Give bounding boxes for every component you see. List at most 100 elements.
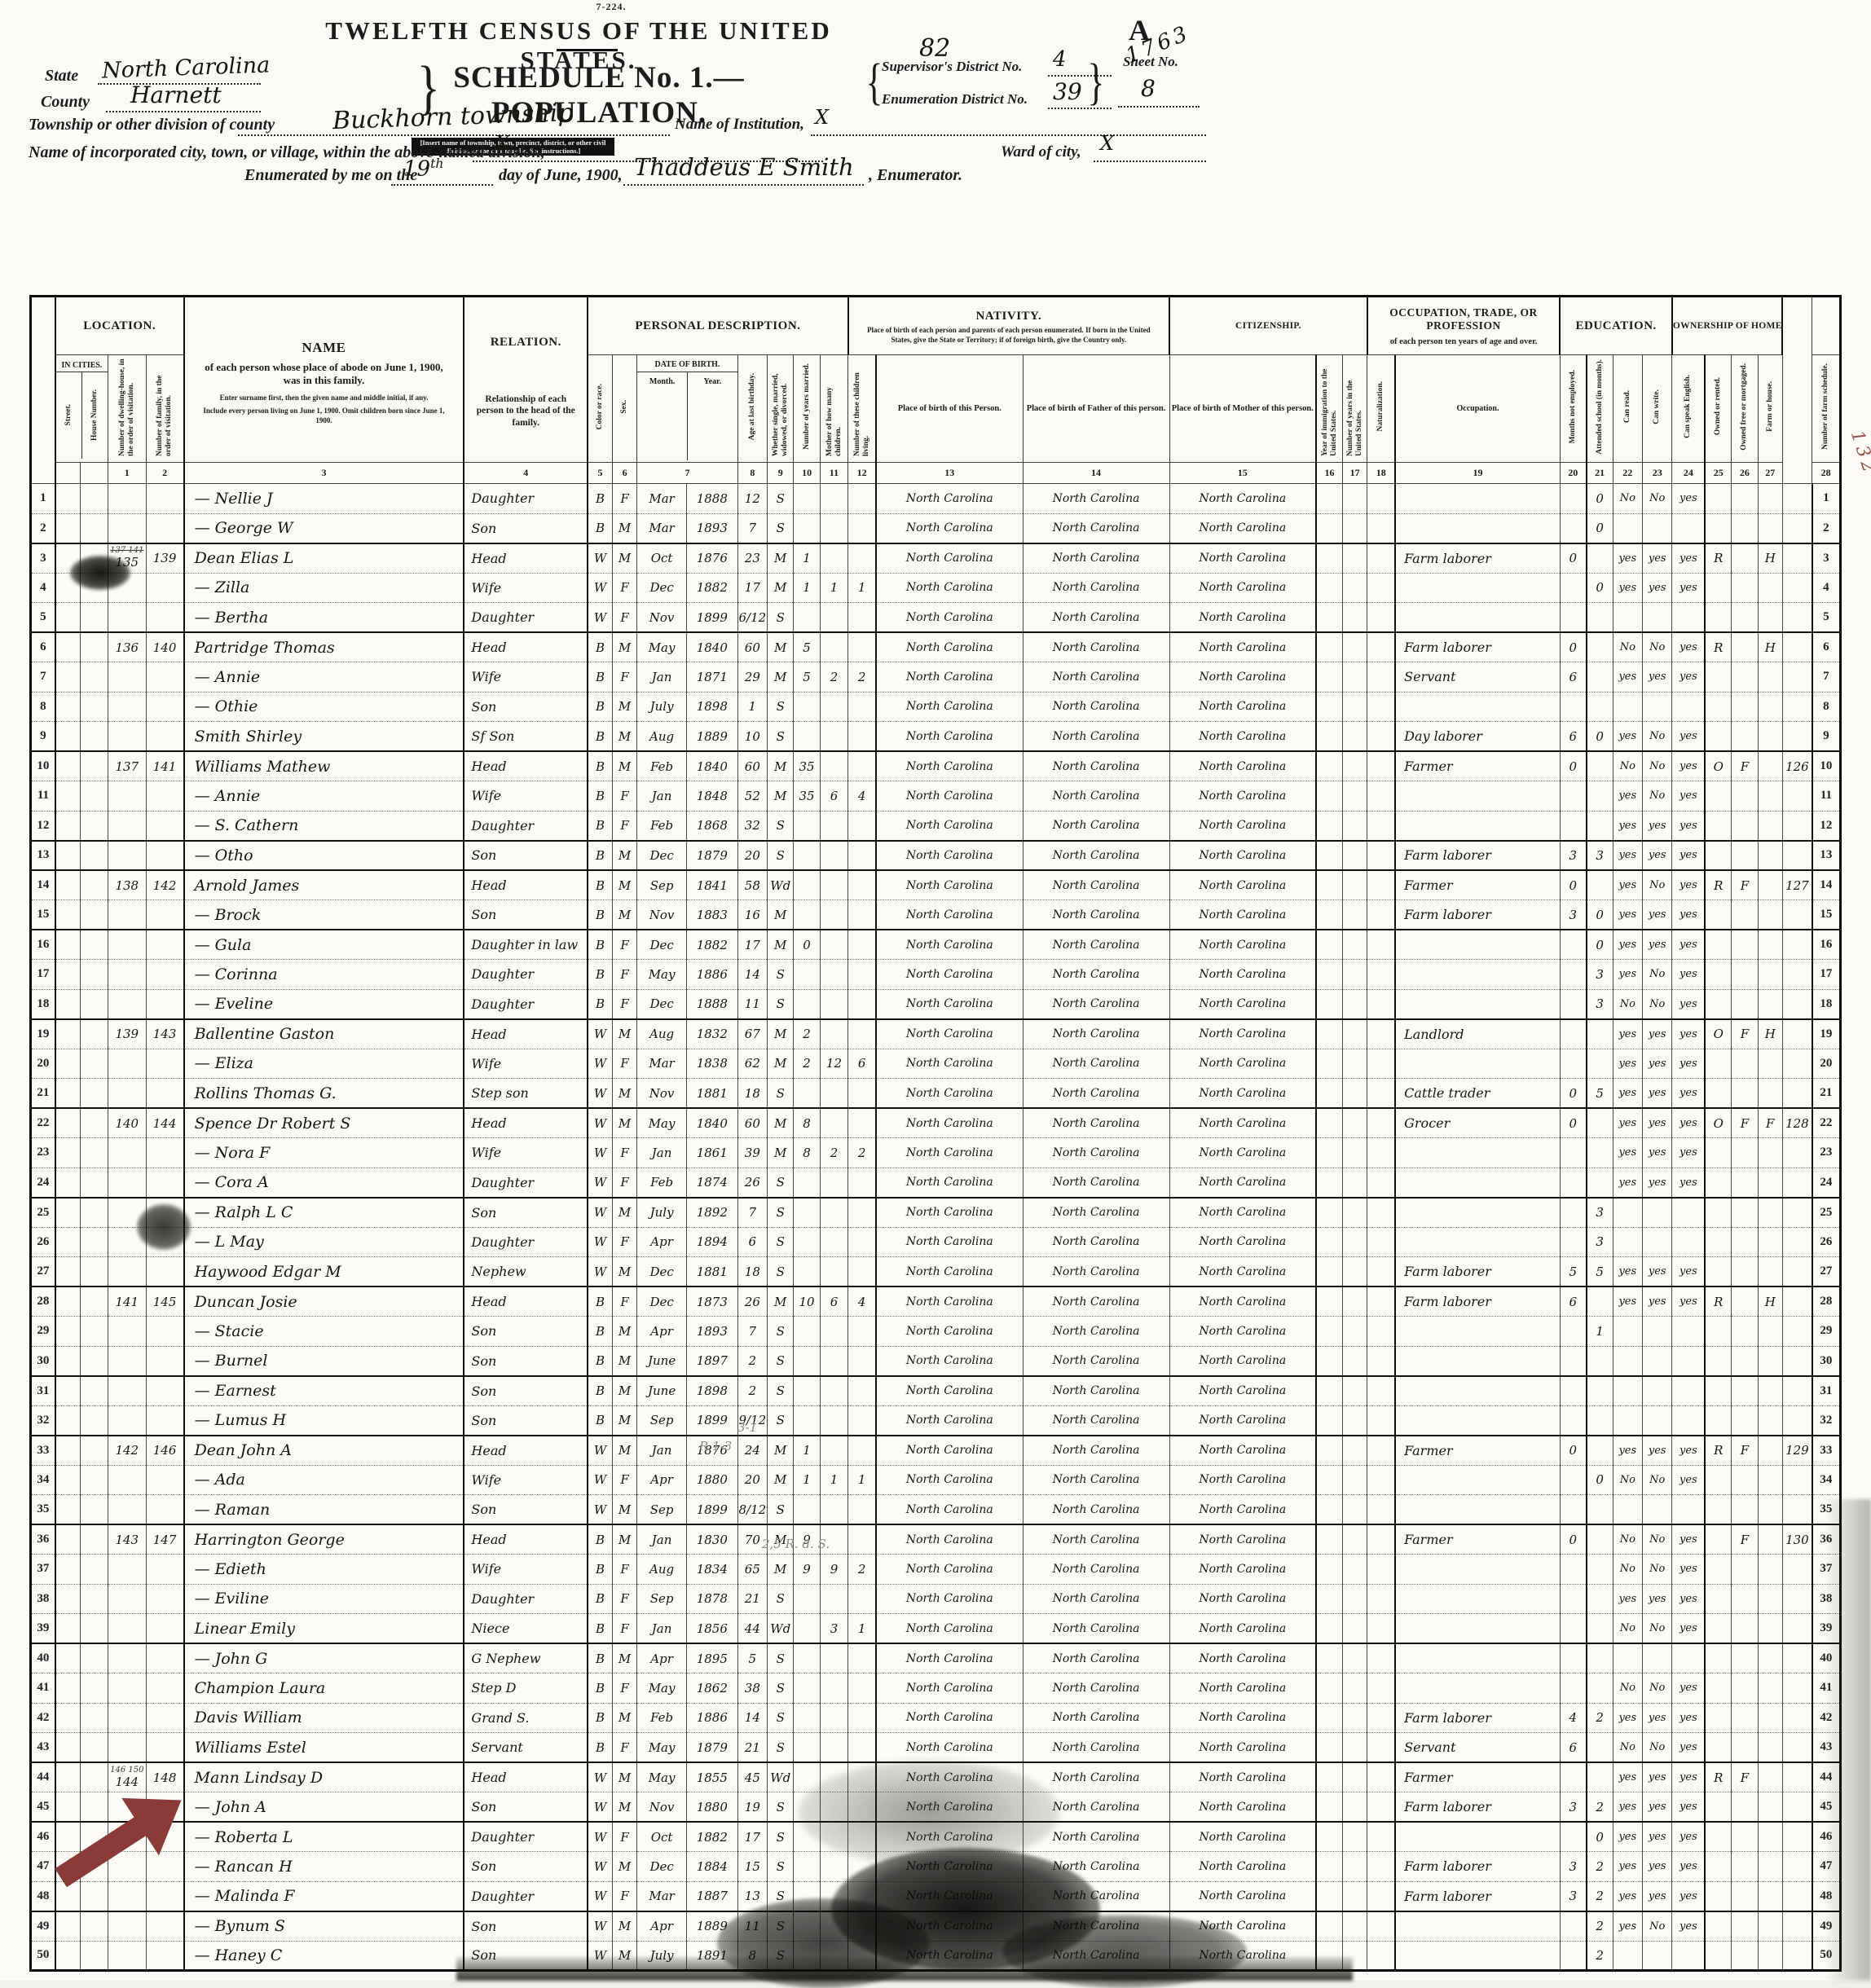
- cell-rel: Step son: [463, 1078, 589, 1109]
- cell-pb: North Carolina: [875, 1196, 1024, 1228]
- table-row: 30— Burnel Son B M June 1897 2 S North Carolina N…: [29, 1346, 1841, 1376]
- cell-n: 39: [29, 1613, 56, 1644]
- cell-ym: [793, 1374, 821, 1406]
- township-label: Township or other division of county: [29, 116, 275, 134]
- cell-en: yes: [1671, 1910, 1706, 1942]
- cell-house: [79, 1494, 109, 1525]
- cell-fam: [145, 1821, 185, 1852]
- cell-rd: yes: [1612, 959, 1644, 990]
- cell-cl: 2: [847, 662, 878, 693]
- cell-dw: [108, 1732, 147, 1763]
- cell-n: 6: [29, 631, 56, 662]
- cell-pm: North Carolina: [1169, 1821, 1318, 1852]
- cell-cl: [847, 721, 878, 752]
- cell-o: R: [1704, 631, 1732, 662]
- cell-cl: [847, 929, 878, 960]
- cell-dw: [108, 959, 147, 990]
- cell-s: M: [611, 1524, 638, 1555]
- cell-n: 32: [29, 1405, 56, 1436]
- cell-rel: Son: [463, 1792, 589, 1823]
- cell-pb: North Carolina: [875, 1405, 1024, 1436]
- cell-mn: [1559, 1821, 1587, 1852]
- cell-fh: [1757, 1554, 1783, 1585]
- cell-house: [79, 811, 109, 841]
- cell-s: M: [611, 1434, 638, 1466]
- cell-fh: [1757, 929, 1783, 960]
- institution-line: [811, 134, 1206, 136]
- cell-name: — Othie: [183, 692, 465, 722]
- cell-fh: [1757, 1910, 1783, 1942]
- cell-house: [79, 631, 109, 662]
- cell-house: [79, 1673, 109, 1704]
- cell-iy: [1315, 1168, 1343, 1198]
- cell-en: yes: [1671, 839, 1706, 871]
- cell-house: [79, 1346, 109, 1376]
- cell-mn: 0: [1559, 542, 1587, 574]
- cell-fh: [1757, 1049, 1783, 1079]
- cell-cl: [847, 1673, 878, 1704]
- cell-fh: [1757, 1732, 1783, 1763]
- cell-pf: North Carolina: [1022, 1196, 1170, 1228]
- cell-pf: North Carolina: [1022, 1761, 1170, 1792]
- cell-s: M: [611, 1346, 638, 1376]
- cell-cl: [847, 869, 878, 900]
- cell-fam: [145, 1494, 185, 1525]
- cell-cl: 1: [847, 1465, 878, 1495]
- cell-nr: 5: [1812, 602, 1841, 633]
- cell-yr: 1882: [685, 573, 738, 603]
- cell-ym: [793, 1168, 821, 1198]
- cell-mo: Aug: [636, 1018, 687, 1049]
- cell-name: — Eliza: [183, 1049, 465, 1079]
- cell-nat: [1367, 1137, 1397, 1168]
- cell-fs: 129: [1781, 1434, 1813, 1466]
- cell-fh: H: [1757, 1018, 1783, 1049]
- cell-house: [79, 1643, 109, 1674]
- cell-age: 12: [737, 483, 768, 514]
- cell-yr: 1882: [685, 1821, 738, 1852]
- cell-name: — Roberta L: [183, 1821, 465, 1852]
- cell-fh: [1757, 1673, 1783, 1704]
- cell-pm: North Carolina: [1169, 1703, 1318, 1733]
- cell-pm: North Carolina: [1169, 602, 1318, 633]
- cell-iy: [1315, 1643, 1343, 1674]
- cell-rd: [1612, 602, 1644, 633]
- cell-iy: [1315, 631, 1343, 662]
- cell-dw: [108, 662, 147, 693]
- cell-age: 58: [737, 869, 768, 900]
- cell-street: [55, 1107, 81, 1138]
- cell-nat: [1367, 1196, 1397, 1228]
- cell-rel: Daughter: [463, 602, 589, 633]
- cell-pf: North Carolina: [1022, 1374, 1170, 1406]
- cell-o: O: [1704, 1018, 1732, 1049]
- cell-yu: [1341, 1554, 1368, 1585]
- cell-att: 3: [1586, 959, 1613, 990]
- cell-o: [1704, 1792, 1732, 1823]
- cell-name: — Haney C: [183, 1941, 465, 1971]
- cell-ym: [793, 1227, 821, 1257]
- table-row: 32— Lumus H Son B M Sep 1899 9/12 S North Caroli…: [29, 1405, 1841, 1436]
- cell-en: yes: [1671, 1286, 1706, 1317]
- cell-att: 2: [1586, 1910, 1613, 1942]
- cell-mo: Mar: [636, 513, 687, 543]
- cell-rel: Son: [463, 1910, 589, 1942]
- cell-pf: North Carolina: [1022, 781, 1170, 811]
- cell-wr: yes: [1641, 1078, 1673, 1109]
- cell-nr: 8: [1812, 692, 1841, 722]
- cell-f: [1731, 899, 1759, 930]
- cell-name: — Eveline: [183, 989, 465, 1019]
- table-row: 6 136 140 Partridge Thomas Head B M May 1840 60 M 5…: [29, 631, 1841, 662]
- cell-nr: 23: [1812, 1137, 1841, 1168]
- cell-att: [1586, 1374, 1613, 1406]
- cell-c: W: [587, 1018, 613, 1049]
- cell-nr: 7: [1812, 662, 1841, 693]
- cell-f: F: [1731, 1107, 1759, 1138]
- cell-iy: [1315, 483, 1343, 514]
- cell-nat: [1367, 1761, 1397, 1792]
- cell-mo: Dec: [636, 839, 687, 871]
- cell-mo: Aug: [636, 721, 687, 752]
- cell-street: [55, 1196, 81, 1228]
- enumerator-label: , Enumerator.: [869, 166, 963, 184]
- cell-name: Harrington George: [183, 1524, 465, 1555]
- cell-o: [1704, 1049, 1732, 1079]
- institution-label: Name of Institution,: [675, 116, 804, 133]
